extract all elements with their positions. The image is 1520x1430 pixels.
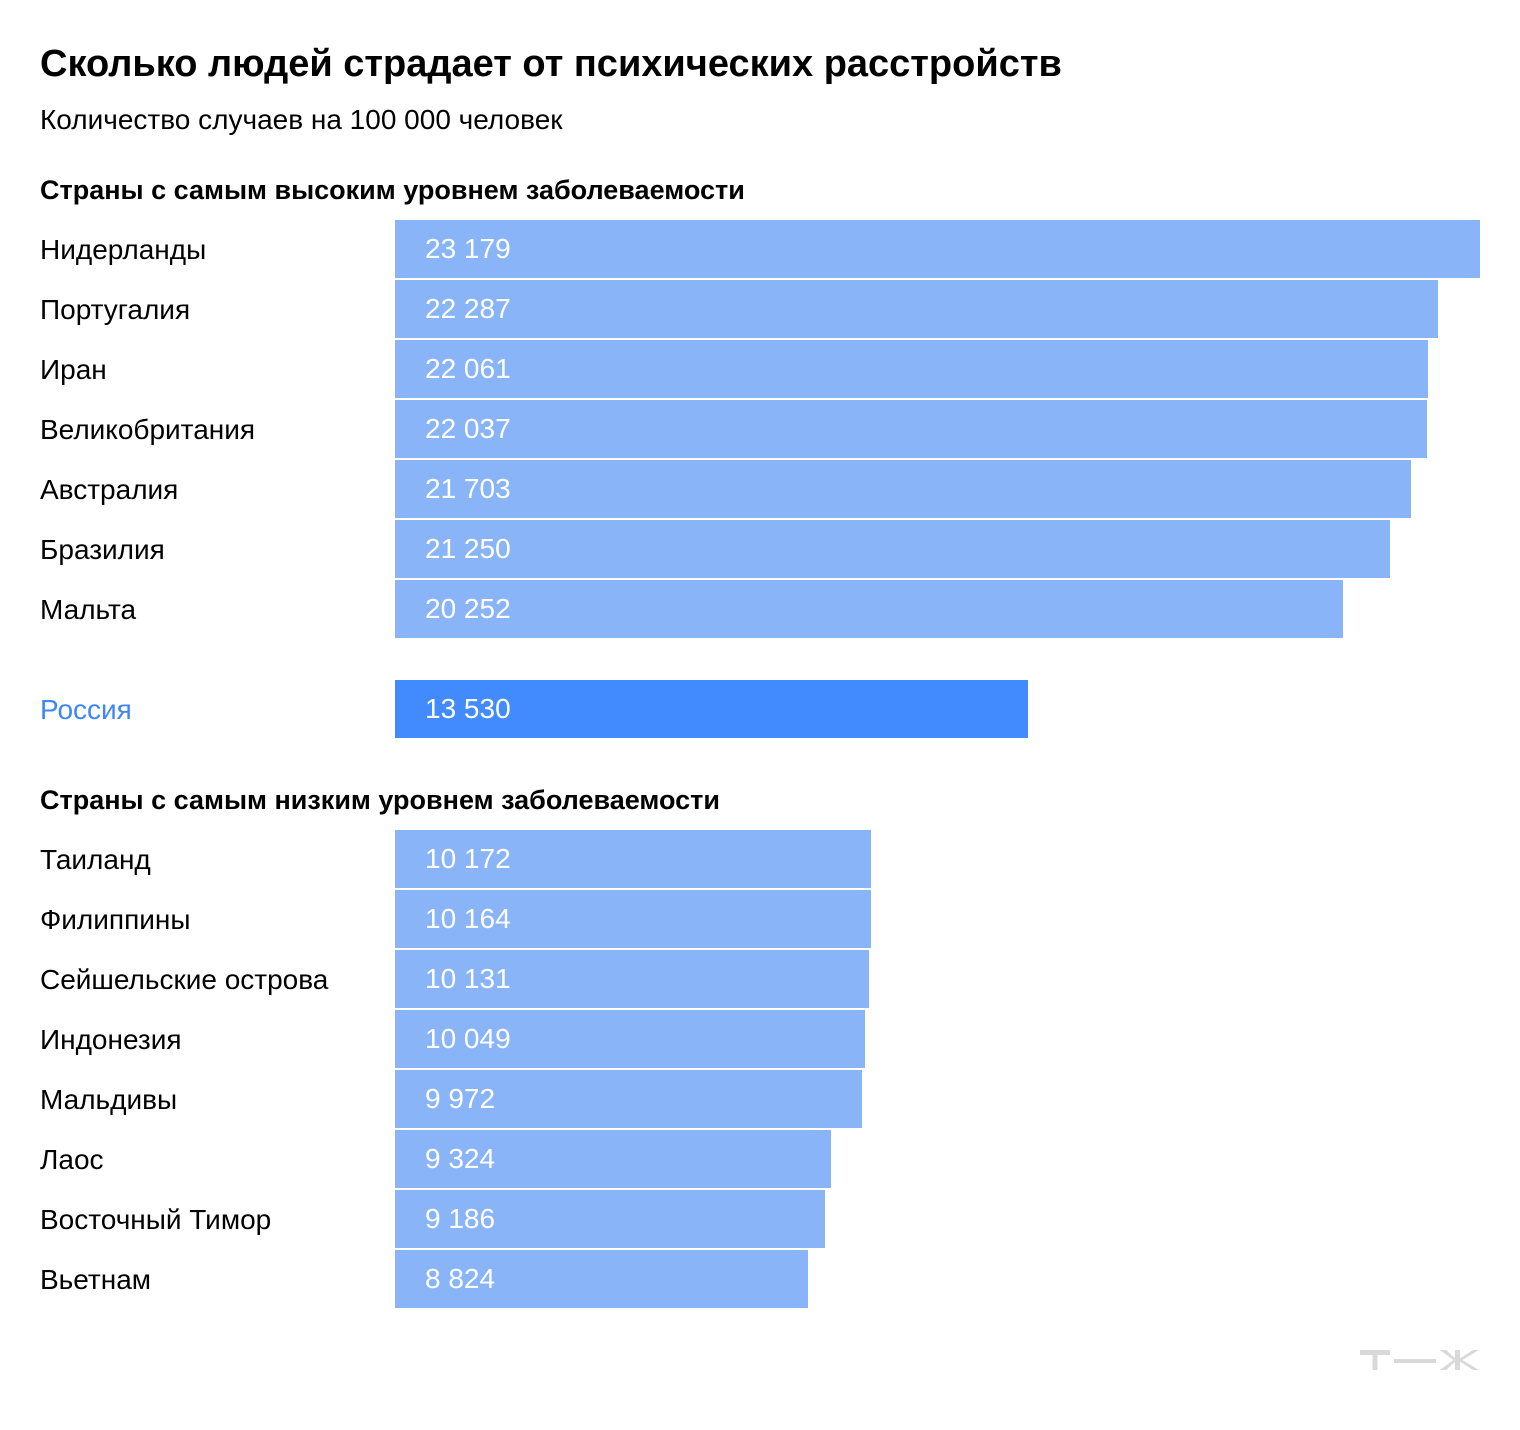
- bar: [395, 400, 1427, 458]
- bar-row: Великобритания 22 037: [0, 400, 1520, 460]
- bar: [395, 580, 1343, 638]
- section-title: Страны с самым низким уровнем заболеваем…: [40, 785, 720, 815]
- data-label: 13 530: [425, 693, 511, 724]
- data-label: 10 172: [425, 843, 511, 874]
- bar: [395, 280, 1438, 338]
- bar-row: Индонезия 10 049: [0, 1010, 1520, 1070]
- bar: [395, 1190, 825, 1248]
- data-label: 10 049: [425, 1023, 511, 1054]
- bar: [395, 950, 869, 1008]
- bar: [395, 890, 871, 948]
- data-label: 10 164: [425, 903, 511, 934]
- bar: [395, 1130, 831, 1188]
- category-label: Сейшельские острова: [40, 964, 329, 995]
- data-label: 8 824: [425, 1263, 496, 1294]
- bar-row: Лаос 9 324: [0, 1130, 1520, 1190]
- bar-row: Россия 13 530: [0, 680, 1520, 740]
- bar: [395, 220, 1480, 278]
- category-label: Иран: [40, 354, 107, 385]
- bar: [395, 520, 1390, 578]
- data-label: 23 179: [425, 233, 511, 264]
- category-label: Россия: [40, 694, 132, 725]
- bar: [395, 830, 871, 888]
- bar-row: Иран 22 061: [0, 340, 1520, 400]
- bar: [395, 1250, 808, 1308]
- chart-subtitle: Количество случаев на 100 000 человек: [40, 104, 563, 135]
- bar-row: Австралия 21 703: [0, 460, 1520, 520]
- bar: [395, 1010, 865, 1068]
- bar-row: Вьетнам 8 824: [0, 1250, 1520, 1310]
- data-label: 21 703: [425, 473, 511, 504]
- category-label: Восточный Тимор: [40, 1204, 272, 1235]
- category-label: Нидерланды: [40, 234, 207, 265]
- bar-row: Мальта 20 252: [0, 580, 1520, 640]
- category-label: Португалия: [40, 294, 191, 325]
- bar: [395, 1070, 862, 1128]
- highlight-bar: [395, 680, 1028, 738]
- bar: [395, 340, 1428, 398]
- bar-row: Нидерланды 23 179: [0, 220, 1520, 280]
- category-label: Лаос: [40, 1144, 104, 1175]
- data-label: 9 186: [425, 1203, 496, 1234]
- data-label: 9 972: [425, 1083, 496, 1114]
- category-label: Мальта: [40, 594, 137, 625]
- category-label: Индонезия: [40, 1024, 182, 1055]
- tzh-logo-svg: [1360, 1350, 1479, 1370]
- category-label: Бразилия: [40, 534, 165, 565]
- bar-row: Восточный Тимор 9 186: [0, 1190, 1520, 1250]
- category-label: Мальдивы: [40, 1084, 178, 1115]
- bar-row: Бразилия 21 250: [0, 520, 1520, 580]
- bar-row: Сейшельские острова 10 131: [0, 950, 1520, 1010]
- data-label: 22 287: [425, 293, 511, 324]
- bar-row: Таиланд 10 172: [0, 830, 1520, 890]
- tzh-logo-icon: [1360, 1348, 1480, 1377]
- data-label: 9 324: [425, 1143, 496, 1174]
- chart-title: Сколько людей страдает от психических ра…: [40, 43, 1062, 85]
- data-label: 22 061: [425, 353, 511, 384]
- category-label: Филиппины: [40, 904, 191, 935]
- bar-row: Португалия 22 287: [0, 280, 1520, 340]
- bar-row: Филиппины 10 164: [0, 890, 1520, 950]
- category-label: Таиланд: [40, 844, 151, 875]
- bar-row: Мальдивы 9 972: [0, 1070, 1520, 1130]
- category-label: Великобритания: [40, 414, 256, 445]
- data-label: 20 252: [425, 593, 511, 624]
- data-label: 10 131: [425, 963, 511, 994]
- data-label: 21 250: [425, 533, 511, 564]
- data-label: 22 037: [425, 413, 511, 444]
- category-label: Австралия: [40, 474, 179, 505]
- section-title: Страны с самым высоким уровнем заболевае…: [40, 175, 745, 205]
- bar: [395, 460, 1411, 518]
- category-label: Вьетнам: [40, 1264, 152, 1295]
